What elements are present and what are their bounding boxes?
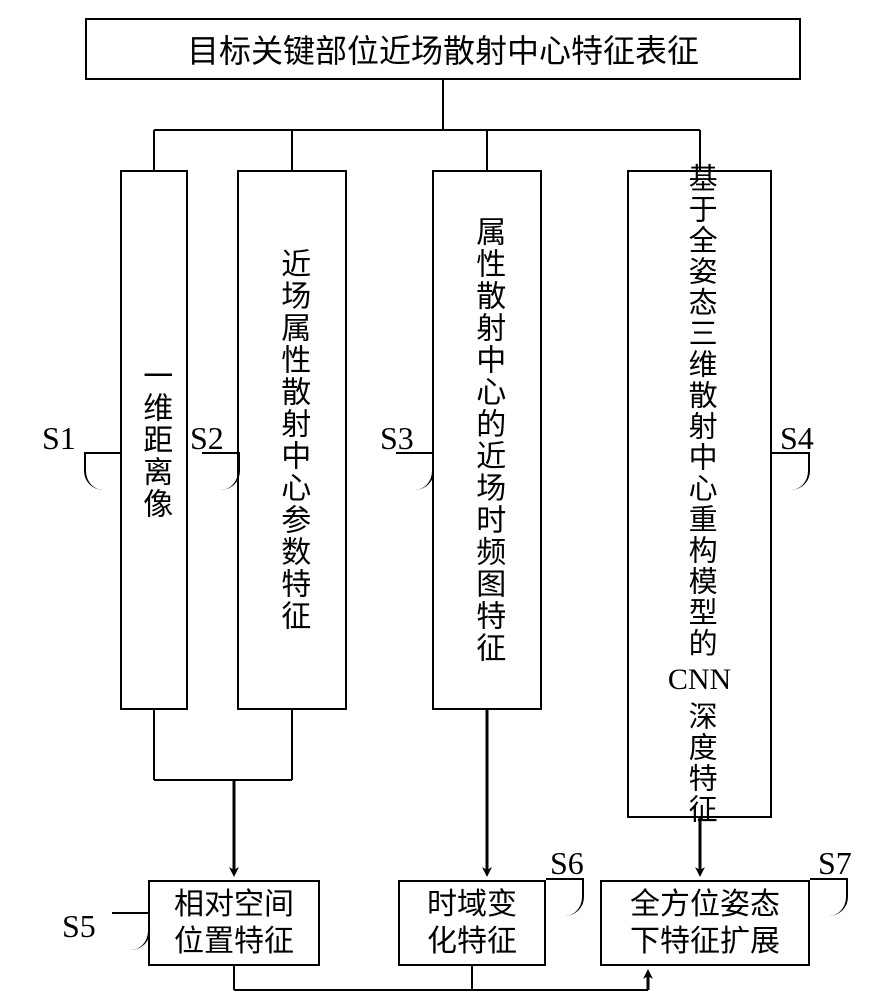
box-s4-text-top: 基于全姿态三维散射中心重构模型的 — [629, 163, 770, 659]
box-s3: 属性散射中心的近场时频图特征 — [432, 170, 542, 710]
box-s4: 基于全姿态三维散射中心重构模型的 CNN 深度特征 — [627, 170, 772, 818]
callout-s7 — [810, 878, 848, 916]
box-s7-text: 全方位姿态 下特征扩展 — [630, 886, 780, 961]
box-s7: 全方位姿态 下特征扩展 — [600, 880, 810, 966]
callout-s2 — [202, 452, 240, 490]
label-s5: S5 — [62, 908, 96, 945]
box-s1: 一维距离像 — [120, 170, 188, 710]
label-s6: S6 — [550, 845, 584, 882]
box-s4-cnn: CNN — [668, 663, 731, 697]
box-s6: 时域变 化特征 — [398, 880, 546, 966]
box-s2: 近场属性散射中心参数特征 — [237, 170, 347, 710]
box-s3-text: 属性散射中心的近场时频图特征 — [434, 172, 540, 708]
callout-s5 — [112, 912, 150, 950]
box-s1-text: 一维距离像 — [122, 172, 186, 708]
callout-s3 — [396, 452, 434, 490]
callout-s4 — [772, 452, 810, 490]
callout-s1 — [84, 452, 122, 490]
box-s6-text: 时域变 化特征 — [427, 886, 517, 961]
box-s2-text: 近场属性散射中心参数特征 — [239, 172, 345, 708]
callout-s6 — [546, 878, 584, 916]
diagram-canvas: 目标关键部位近场散射中心特征表征 一维距离像 近场属性散射中心参数特征 属性散射… — [0, 0, 885, 1000]
title-box: 目标关键部位近场散射中心特征表征 — [85, 18, 801, 80]
label-s7: S7 — [818, 845, 852, 882]
box-s5-text: 相对空间 位置特征 — [174, 886, 294, 961]
box-s4-text-bot: 深度特征 — [629, 701, 770, 825]
title-text: 目标关键部位近场散射中心特征表征 — [187, 26, 699, 72]
label-s1: S1 — [42, 420, 76, 457]
box-s5: 相对空间 位置特征 — [148, 880, 320, 966]
